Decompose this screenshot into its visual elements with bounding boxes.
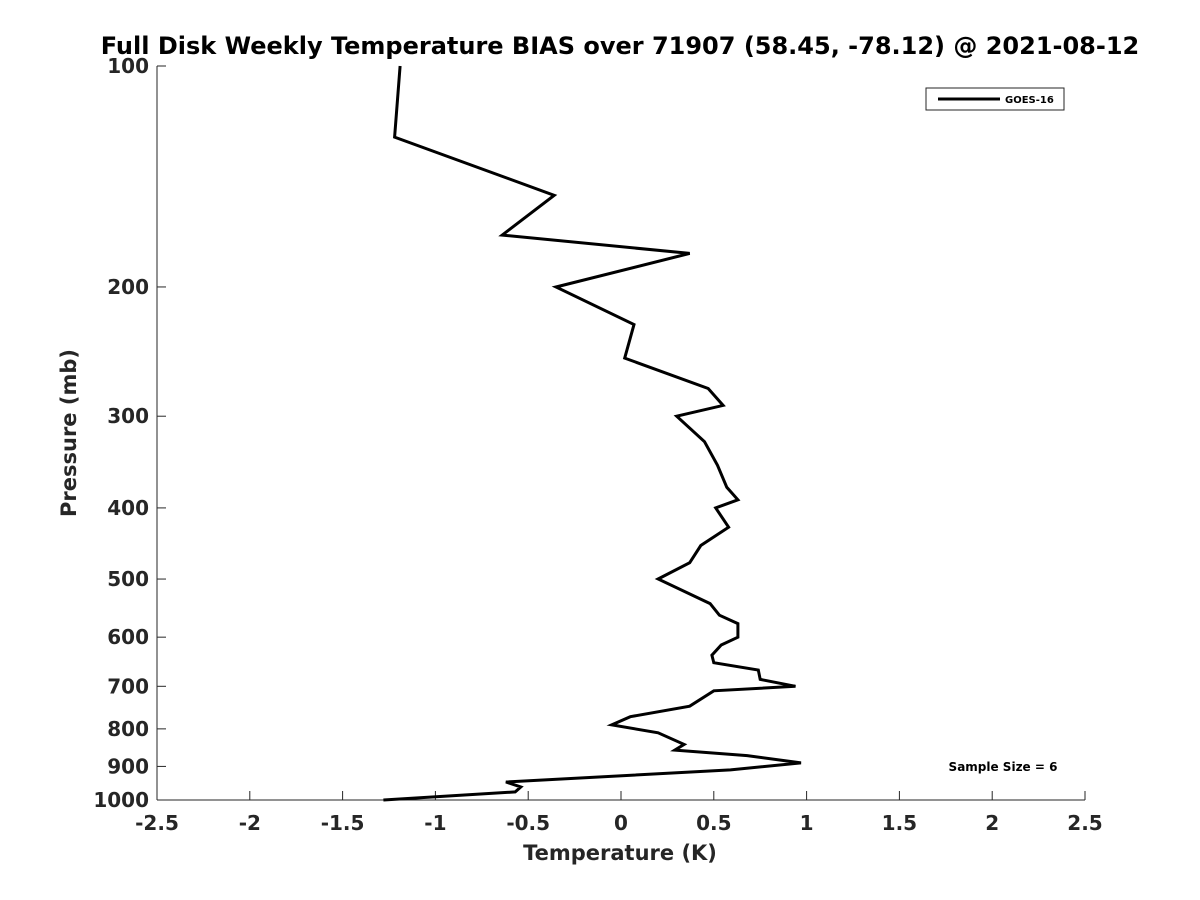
series-layer xyxy=(383,65,802,802)
x-tick-label: 0.5 xyxy=(696,811,731,835)
x-tick-label: -0.5 xyxy=(506,811,550,835)
x-tick-label: 2 xyxy=(985,811,999,835)
legend-label: GOES-16 xyxy=(1005,95,1054,106)
y-tick-label: 1000 xyxy=(93,788,149,812)
chart-title: Full Disk Weekly Temperature BIAS over 7… xyxy=(101,32,1140,60)
y-tick-label: 200 xyxy=(107,275,149,299)
sample-size-annotation: Sample Size = 6 xyxy=(949,760,1058,774)
y-tick-label: 700 xyxy=(107,674,149,698)
x-tick-label: -1.5 xyxy=(321,811,365,835)
y-tick-label: 100 xyxy=(107,54,149,78)
y-ticks: 100 200 300 400 500 600 700 800 900 1000 xyxy=(93,54,166,812)
x-tick-label: 1 xyxy=(800,811,814,835)
x-tick-label: -2.5 xyxy=(135,811,179,835)
y-axis-label: Pressure (mb) xyxy=(57,349,81,517)
y-tick-label: 400 xyxy=(107,496,149,520)
y-tick-label: 500 xyxy=(107,567,149,591)
x-tick-label: 2.5 xyxy=(1067,811,1102,835)
x-axis-label: Temperature (K) xyxy=(523,841,717,865)
x-ticks: -2.5 -2 -1.5 -1 -0.5 0 0.5 1 1.5 2 2.5 xyxy=(135,791,1103,835)
x-tick-label: 0 xyxy=(614,811,628,835)
series-line-goes-16 xyxy=(383,65,802,802)
y-tick-label: 900 xyxy=(107,754,149,778)
x-tick-label: -2 xyxy=(239,811,261,835)
y-tick-label: 800 xyxy=(107,717,149,741)
x-tick-label: 1.5 xyxy=(882,811,917,835)
y-tick-label: 600 xyxy=(107,625,149,649)
legend: GOES-16 xyxy=(925,87,1065,111)
x-tick-label: -1 xyxy=(424,811,446,835)
y-tick-label: 300 xyxy=(107,404,149,428)
